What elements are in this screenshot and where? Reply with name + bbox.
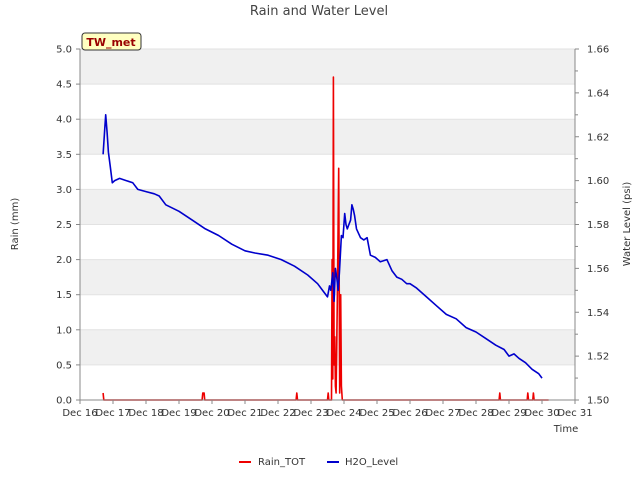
y-left-tick-label: 0.0 (56, 396, 72, 407)
x-tick-label: Dec 29 (491, 408, 526, 419)
plot-band (80, 189, 575, 225)
x-tick-label: Dec 22 (260, 408, 295, 419)
y-left-tick-label: 4.0 (56, 115, 72, 126)
legend-label-h2o: H2O_Level (345, 457, 398, 468)
x-tick-label: Dec 25 (359, 408, 394, 419)
plot-band (80, 329, 575, 365)
y-right-tick-label: 1.56 (587, 264, 609, 275)
x-tick-label: Dec 21 (227, 408, 262, 419)
x-tick-label: Dec 30 (524, 408, 559, 419)
legend-item-h2o: H2O_Level (327, 457, 398, 468)
plot-band (80, 84, 575, 120)
y-left-tick-label: 2.0 (56, 255, 72, 266)
y-left-tick-label: 5.0 (56, 45, 72, 56)
x-tick-label: Dec 20 (194, 408, 229, 419)
y-right-tick-label: 1.66 (587, 45, 609, 56)
y-right-tick-label: 1.52 (587, 352, 609, 363)
x-axis-label: Time (553, 424, 578, 435)
y-left-tick-label: 0.5 (56, 360, 72, 371)
plot-band (80, 49, 575, 85)
plot-band (80, 154, 575, 190)
station-badge: TW_met (81, 32, 142, 51)
y-left-axis-label: Rain (mm) (10, 198, 21, 251)
y-right-tick-label: 1.54 (587, 308, 609, 319)
legend-label-rain: Rain_TOT (258, 457, 306, 468)
y-right-tick-label: 1.64 (587, 88, 609, 99)
x-tick-label: Dec 23 (293, 408, 328, 419)
station-badge-box (81, 32, 142, 51)
plot-band (80, 224, 575, 260)
plot-band (80, 259, 575, 295)
y-right-axis-label: Water Level (psi) (622, 182, 633, 267)
y-left-tick-label: 1.0 (56, 325, 72, 336)
x-tick-label: Dec 19 (161, 408, 196, 419)
x-tick-label: Dec 17 (95, 408, 130, 419)
x-tick-label: Dec 26 (392, 408, 427, 419)
chart-title: Rain and Water Level (250, 4, 388, 19)
y-right-tick-label: 1.62 (587, 132, 609, 143)
x-tick-label: Dec 16 (62, 408, 97, 419)
y-left-axis-ticks: 0.0 0.5 1.0 1.5 2.0 2.5 3.0 3.5 4.0 4.5 5.0 (56, 45, 80, 407)
legend-item-rain: Rain_TOT (239, 457, 306, 468)
y-left-tick-label: 3.5 (56, 150, 72, 161)
y-left-tick-label: 2.5 (56, 220, 72, 231)
y-right-tick-label: 1.58 (587, 220, 609, 231)
x-tick-label: Dec 18 (128, 408, 163, 419)
legend: Rain_TOT H2O_Level (239, 457, 398, 468)
y-right-tick-label: 1.60 (587, 176, 609, 187)
x-tick-label: Dec 28 (458, 408, 493, 419)
x-tick-label: Dec 27 (425, 408, 460, 419)
y-left-tick-label: 4.5 (56, 80, 72, 91)
series-line-h2o-level (102, 114, 543, 379)
y-right-axis-ticks: 1.50 1.52 1.54 1.56 1.58 1.60 1.62 1.64 1.66 (575, 45, 609, 407)
station-badge-text: TW_met (86, 36, 135, 49)
y-left-tick-label: 1.5 (56, 290, 72, 301)
x-tick-label: Dec 24 (326, 408, 361, 419)
plot-band (80, 294, 575, 330)
plot-bands (80, 49, 575, 400)
y-right-tick-label: 1.50 (587, 396, 609, 407)
y-left-tick-label: 3.0 (56, 185, 72, 196)
x-tick-label: Dec 31 (557, 408, 592, 419)
plot-band (80, 119, 575, 155)
